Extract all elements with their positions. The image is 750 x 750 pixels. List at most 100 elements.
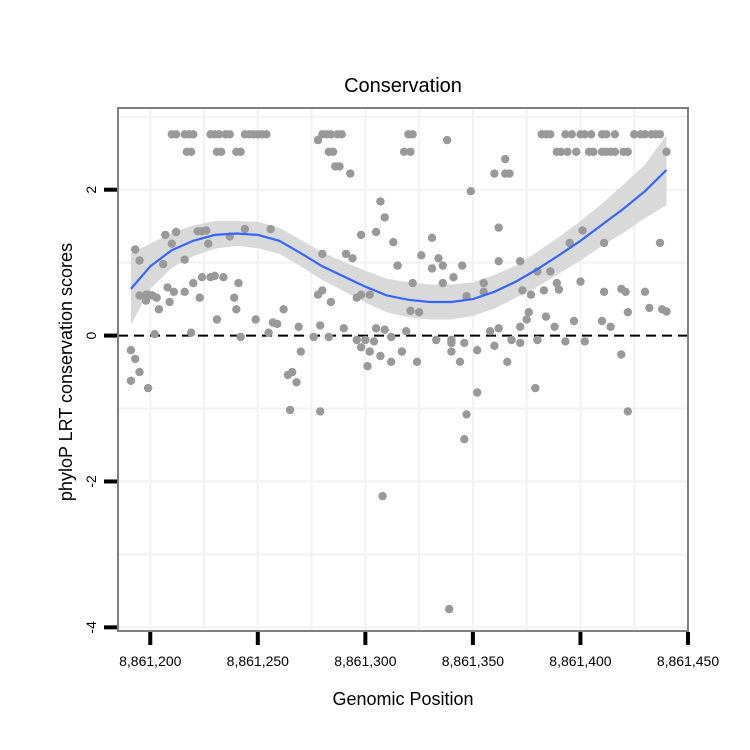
data-point [606,322,615,331]
data-point [361,335,370,345]
data-point [485,327,495,336]
data-point [135,367,144,377]
data-point [236,147,245,156]
data-point [505,169,514,178]
data-point [449,273,458,282]
data-point [316,321,325,330]
data-point [316,407,325,416]
data-point [432,335,441,345]
data-point [309,332,318,342]
data-point [414,308,424,317]
data-point [466,187,475,196]
data-point [621,287,630,296]
data-point [503,357,512,366]
data-point [610,130,620,139]
data-point [380,325,389,334]
data-point [599,287,609,296]
data-point [279,305,288,314]
data-point [285,405,295,415]
data-point [378,491,387,501]
data-point [550,322,559,331]
data-point [369,337,379,346]
data-point [341,249,351,259]
data-point [587,130,596,139]
data-point [143,383,153,393]
data-point [387,332,396,342]
data-point [655,130,665,139]
x-tick-label: 8,861,200 [119,653,181,669]
data-point [516,257,525,266]
data-point [546,130,555,139]
data-point [599,238,609,248]
data-point [462,410,471,419]
data-point [408,130,417,139]
data-point [335,162,344,171]
data-point [131,354,140,364]
data-point [141,296,151,305]
y-axis: -4 -2 0 2 [83,186,117,634]
x-tick-label: 8,861,450 [657,653,719,669]
data-point [662,307,671,316]
data-point [569,316,579,326]
data-point [561,337,570,346]
data-point [376,197,385,206]
data-point [556,147,566,156]
data-point [408,278,417,288]
data-point [645,303,654,313]
data-point [617,350,626,359]
data-point [189,278,198,288]
data-point [264,328,273,337]
data-point [171,227,181,237]
data-point [236,332,245,342]
data-point [371,324,381,333]
y-tick-label: -4 [83,621,99,634]
data-point [427,233,437,242]
data-point [126,346,136,355]
data-point [552,278,561,288]
x-tick-label: 8,861,300 [334,653,396,669]
data-point [518,286,527,295]
y-tick-label: 0 [83,331,99,339]
data-point [397,347,407,356]
data-point [589,147,598,156]
data-point [412,357,422,366]
data-point [186,147,196,156]
data-point [150,329,159,339]
data-point [371,227,381,237]
data-point [490,341,499,350]
data-point [337,130,346,139]
data-point [572,147,581,156]
data-point [210,271,219,280]
data-point [541,312,551,321]
y-tick-label: -2 [83,475,99,488]
data-point [313,135,323,145]
data-point [458,261,467,270]
data-point [623,407,632,416]
data-point [171,130,181,139]
data-point [516,338,525,348]
data-point [623,308,632,317]
data-point [313,290,323,299]
data-point [494,223,503,232]
data-point [533,335,542,345]
data-point [494,324,503,333]
data-point [165,297,174,307]
data-point [580,337,589,346]
data-point [197,227,207,236]
data-point [524,308,533,317]
data-point [539,286,549,295]
data-point [212,315,222,324]
data-point [356,290,366,299]
data-point [225,130,234,139]
x-axis: 8,861,200 8,861,250 8,861,300 8,861,350 8,86… [119,632,719,669]
data-point [376,351,385,361]
data-point [576,277,585,286]
data-point [623,147,632,156]
data-point [352,335,361,345]
data-point [339,324,348,333]
data-point [526,290,536,299]
plot-panel [118,108,688,631]
data-point [389,238,398,247]
data-point [442,135,452,145]
